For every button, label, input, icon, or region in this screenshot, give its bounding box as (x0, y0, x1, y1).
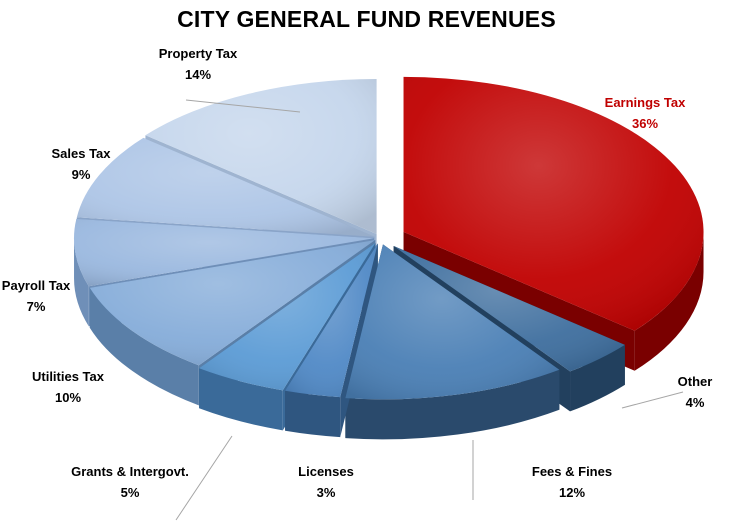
slice-labels: Earnings Tax 36% Other 4% Fees & Fines 12% Lic… (2, 46, 713, 500)
slice-value-payroll-tax: 7% (27, 299, 46, 314)
slice-label-sales-tax: Sales Tax (51, 146, 111, 161)
slice-value-property-tax: 14% (185, 67, 211, 82)
slice-value-earnings-tax: 36% (632, 116, 658, 131)
slice-label-grants-intergovt: Grants & Intergovt. (71, 464, 189, 479)
slice-earnings-tax[interactable] (403, 76, 704, 331)
slice-payroll-tax[interactable] (74, 218, 375, 287)
slice-other[interactable] (393, 246, 625, 372)
slice-value-sales-tax: 9% (72, 167, 91, 182)
slice-label-payroll-tax: Payroll Tax (2, 278, 71, 293)
slice-value-fees-fines: 12% (559, 485, 585, 500)
slice-label-property-tax: Property Tax (159, 46, 238, 61)
slice-value-licenses: 3% (317, 485, 336, 500)
slice-value-other: 4% (686, 395, 705, 410)
slice-sales-tax[interactable] (76, 137, 375, 237)
slice-label-earnings-tax: Earnings Tax (605, 95, 686, 110)
leader-line-property-tax (185, 99, 301, 113)
pie-tops (74, 76, 704, 400)
slice-licenses[interactable] (285, 243, 378, 398)
chart-title: CITY GENERAL FUND REVENUES (177, 6, 556, 32)
slice-label-utilities-tax: Utilities Tax (32, 369, 105, 384)
slice-grants-intergovt[interactable] (199, 242, 376, 391)
slice-fees-fines[interactable] (345, 244, 560, 400)
leader-lines (175, 99, 684, 521)
slice-value-grants-intergovt: 5% (121, 485, 140, 500)
leader-line-grants-intergovt (175, 435, 233, 521)
slice-utilities-tax[interactable] (89, 239, 376, 366)
slice-label-licenses: Licenses (298, 464, 354, 479)
slice-value-utilities-tax: 10% (55, 390, 81, 405)
slice-label-other: Other (678, 374, 713, 389)
slice-label-fees-fines: Fees & Fines (532, 464, 612, 479)
slice-property-tax[interactable] (145, 79, 377, 235)
leader-line-other (621, 391, 684, 409)
